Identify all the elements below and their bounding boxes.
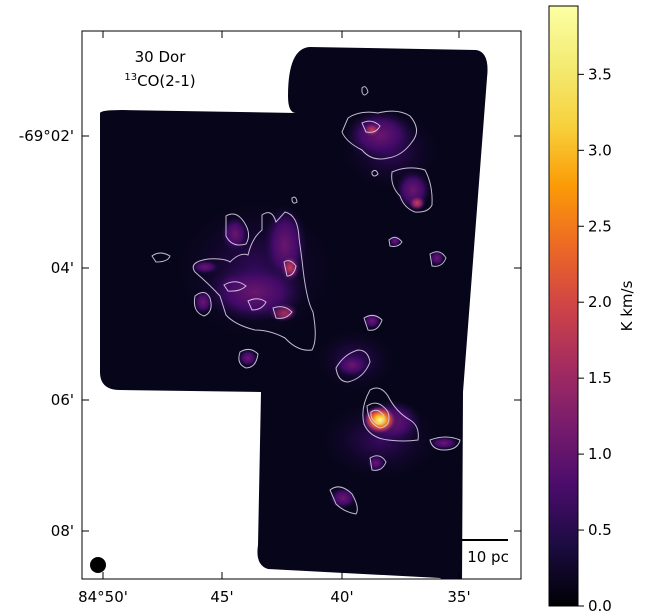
y-tick-label: 06' xyxy=(51,391,74,409)
region-label: 30 Dor xyxy=(135,48,187,66)
colorbar-tick-label: 1.0 xyxy=(588,445,612,463)
colorbar-tick-label: 3.0 xyxy=(588,141,612,159)
scale-bar-label: 10 pc xyxy=(467,548,509,566)
y-tick-label: -69°02' xyxy=(19,127,74,145)
colorbar-tick-label: 0.0 xyxy=(588,597,612,615)
colorbar-tick-label: 3.5 xyxy=(588,65,612,83)
colorbar-tick-label: 2.0 xyxy=(588,293,612,311)
colorbar-tick-label: 1.5 xyxy=(588,369,612,387)
line-label: 13CO(2-1) xyxy=(124,72,195,90)
colorbar-tick-label: 2.5 xyxy=(588,217,612,235)
x-tick-label: 84°50' xyxy=(78,588,128,606)
line-label-rest: CO(2-1) xyxy=(137,72,195,90)
y-tick-label: 04' xyxy=(51,259,74,277)
y-tick-label: 08' xyxy=(51,522,74,540)
x-tick-label: 45' xyxy=(210,588,233,606)
line-label-sup: 13 xyxy=(124,72,137,83)
colorbar-label: K km/s xyxy=(618,280,636,331)
beam-marker xyxy=(90,557,106,573)
x-tick-label: 35' xyxy=(447,588,470,606)
colorbar-ticks: 0.0 0.5 1.0 1.5 2.0 2.5 3.0 3.5 xyxy=(578,65,612,615)
y-axis: -69°02' 04' 06' 08' xyxy=(19,127,521,540)
colorbar xyxy=(548,5,579,607)
x-axis: 84°50' 45' 40' 35' xyxy=(78,31,471,606)
contour-lines xyxy=(151,86,461,515)
colorbar-tick-label: 0.5 xyxy=(588,521,612,539)
x-tick-label: 40' xyxy=(330,588,353,606)
